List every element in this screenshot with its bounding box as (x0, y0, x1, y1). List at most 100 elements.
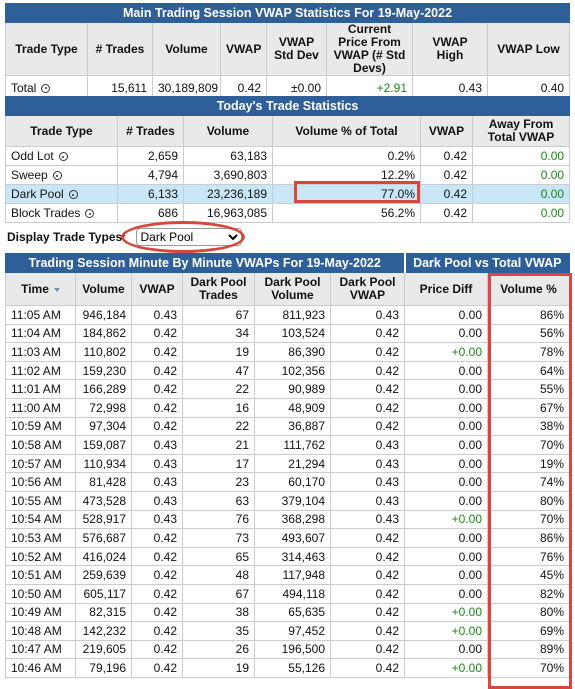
cell: 259,639 (75, 565, 132, 585)
cell-text: 0.43 (153, 307, 177, 322)
cell: 473,528 (75, 490, 132, 511)
cell: 47 (182, 360, 255, 381)
cell-text: 4,794 (147, 168, 178, 182)
cell: 48 (182, 565, 255, 585)
cell-text: 38 (235, 605, 249, 620)
cell: 0.00 (404, 435, 489, 455)
header-text: Dark Pool Trades (190, 275, 247, 302)
cell-text: 70% (540, 437, 565, 452)
cell: 78% (487, 342, 571, 362)
trade-type-select[interactable]: Dark Pool (135, 228, 242, 246)
header-text: Away From Total VWAP (487, 117, 555, 144)
cell: 10:50 AM (5, 583, 76, 604)
cell: 0.00 (471, 165, 571, 185)
cell-text: 0.43 (153, 437, 177, 452)
cell: 65 (182, 546, 255, 567)
cell: 0.43 (329, 435, 406, 455)
cell: 0.42 (131, 583, 183, 604)
cell: 0.43 (412, 75, 488, 100)
cell-text: 0.43 (375, 493, 400, 508)
cell-text: 67 (235, 307, 249, 322)
cell: Sweep (5, 165, 118, 185)
header-text: Volume (82, 281, 125, 296)
cell-text: 35 (235, 623, 249, 638)
data-row: 10:50 AM 605,117 0.42 67 494,118 0.42 0.00 82% (5, 583, 571, 604)
cell: 10:58 AM (5, 435, 76, 455)
cell-text: 0.40 (540, 80, 565, 95)
cell-text: 110,802 (83, 344, 127, 359)
header-text: Trade Type (30, 123, 93, 138)
column-header: VWAP (420, 115, 473, 147)
cell-text: 0.42 (375, 363, 400, 378)
cell: 0.42 (420, 203, 473, 223)
cell-text: 12.2% (380, 168, 415, 182)
cell-text: 0.00 (458, 363, 483, 378)
header-text: VWAP Low (497, 41, 560, 56)
column-header: Dark Pool Volume (254, 272, 331, 306)
cell-text: 15,611 (111, 80, 147, 95)
cell: 111,762 (254, 435, 331, 455)
cell-text: 22 (235, 419, 249, 434)
cell-text: 97,452 (288, 623, 325, 638)
column-header: Volume (75, 272, 132, 306)
cell: 74% (487, 472, 571, 492)
cell: 0.43 (131, 305, 183, 325)
cell: 0.43 (329, 490, 406, 511)
cell: Total (5, 75, 88, 100)
cell: 0.43 (131, 490, 183, 511)
cell-text: 103,524 (281, 326, 325, 341)
cell-text: 56.2% (380, 206, 415, 220)
cell: 379,104 (254, 490, 331, 511)
cell: 103,524 (254, 323, 331, 344)
cell-text: 0.42 (153, 400, 177, 415)
cell-text: 76% (540, 549, 565, 564)
data-row: 10:53 AM 576,687 0.42 73 493,607 0.42 0.00 86% (5, 528, 571, 548)
cell-text: 23 (235, 475, 249, 490)
cell: 63 (182, 490, 255, 511)
cell: 65,635 (254, 602, 331, 623)
cell-text: 110,934 (83, 456, 127, 471)
cell-text: 89% (540, 642, 565, 657)
cell-text: 0.42 (153, 344, 177, 359)
cell-text: 0.42 (375, 586, 400, 601)
data-row: 10:56 AM 81,428 0.43 23 60,170 0.43 0.00 74% (5, 472, 571, 492)
cell-text: 69% (540, 623, 565, 638)
cell: 117,948 (254, 565, 331, 585)
column-header: VWAP Low (486, 22, 571, 76)
cell: 0.00 (404, 305, 489, 325)
cell: 21,294 (254, 453, 331, 474)
cell-text: 22 (235, 382, 249, 397)
cell-text: 166,289 (82, 382, 126, 397)
column-header: Current Price From VWAP (# Std Devs) (326, 22, 413, 76)
cell: 0.00 (471, 203, 571, 223)
cell-text: 0.42 (153, 605, 177, 620)
cell-text: 11:04 AM (11, 326, 61, 341)
cell-text: 45% (540, 568, 565, 583)
cell-text: 0.43 (458, 80, 482, 95)
cell-text: 159,230 (82, 363, 126, 378)
cell-text: 10:52 AM (11, 549, 62, 564)
header-text: Dark Pool VWAP (339, 275, 396, 302)
cell: 0.43 (329, 472, 406, 492)
data-row: 10:55 AM 473,528 0.43 63 379,104 0.43 0.00 80% (5, 490, 571, 511)
cell-text: 142,232 (82, 623, 126, 638)
cell-text: ±0.00 (291, 80, 321, 95)
cell-text: Odd Lot (11, 149, 54, 163)
cell-text: 605,117 (83, 586, 127, 601)
cell-text: 0.42 (375, 623, 400, 638)
header-text: VWAP (226, 41, 262, 56)
cell: 10:56 AM (5, 472, 76, 492)
cell-text: 0.43 (153, 493, 177, 508)
cell: 0.42 (329, 397, 406, 418)
header-row: Trade Type # Trades Volume Volume % of Tota… (5, 115, 571, 147)
cell-text: 0.42 (443, 149, 467, 163)
cell-text: 67 (235, 586, 249, 601)
cell-text: 73 (235, 530, 249, 545)
cell: 80% (487, 602, 571, 623)
cell: 22 (182, 379, 255, 399)
cell-text: 10:54 AM (11, 512, 62, 527)
cell: 0.42 (131, 379, 183, 399)
cell-text: 0.42 (443, 187, 467, 201)
cell: 576,687 (75, 528, 132, 548)
